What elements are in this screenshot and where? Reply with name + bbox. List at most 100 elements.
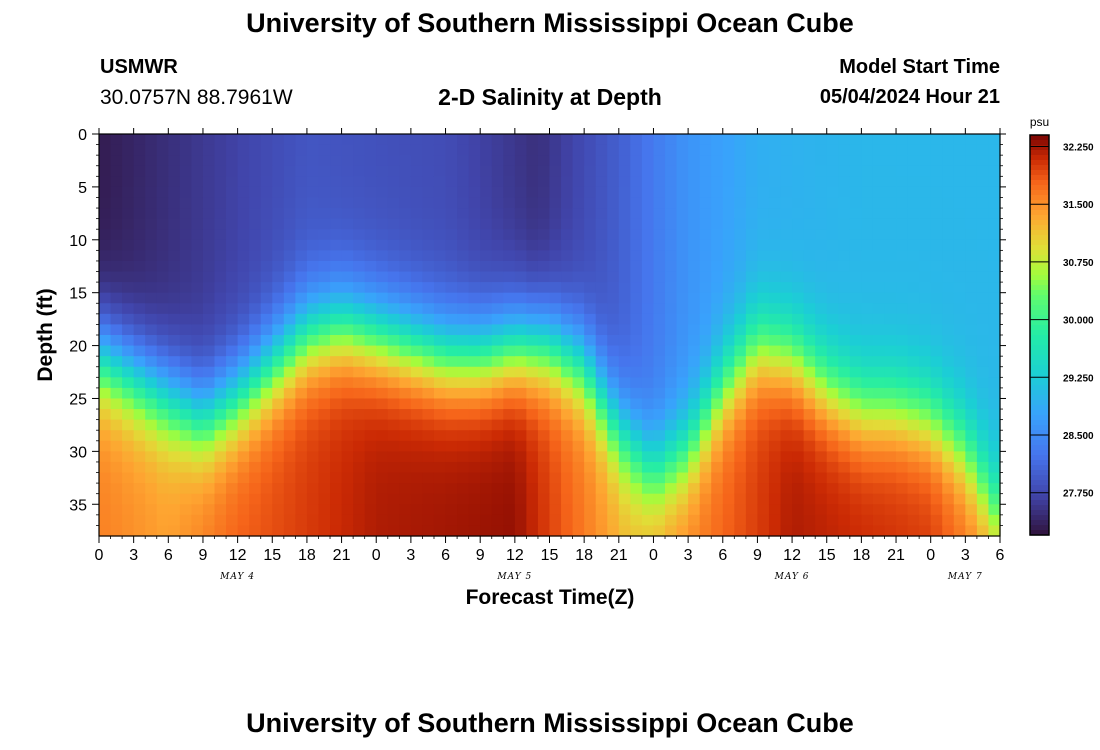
- colorbar-segment: [1030, 200, 1049, 206]
- heatmap-cell: [353, 483, 366, 495]
- heatmap-cell: [803, 493, 816, 505]
- heatmap-cell: [468, 430, 481, 442]
- heatmap-cell: [630, 303, 643, 315]
- heatmap-cell: [110, 165, 123, 177]
- heatmap-cell: [445, 440, 458, 452]
- heatmap-cell: [537, 525, 551, 537]
- heatmap-cell: [688, 229, 701, 241]
- heatmap-cell: [480, 430, 493, 442]
- heatmap-cell: [572, 155, 585, 167]
- heatmap-cell: [641, 250, 655, 262]
- heatmap-cell: [861, 218, 874, 230]
- heatmap-cell: [480, 208, 493, 220]
- heatmap-cell: [110, 324, 123, 336]
- heatmap-cell: [584, 356, 597, 368]
- heatmap-cell: [202, 324, 216, 336]
- heatmap-cell: [872, 176, 886, 188]
- heatmap-cell: [99, 377, 112, 389]
- heatmap-cell: [445, 144, 458, 156]
- heatmap-cell: [699, 197, 712, 209]
- heatmap-cell: [537, 176, 551, 188]
- heatmap-cell: [907, 461, 920, 474]
- heatmap-cell: [156, 451, 169, 463]
- heatmap-cell: [468, 313, 481, 326]
- heatmap-cell: [214, 292, 227, 304]
- heatmap-cell: [514, 430, 527, 442]
- heatmap-cell: [607, 377, 620, 389]
- heatmap-cell: [341, 356, 354, 368]
- heatmap-cell: [884, 197, 897, 209]
- heatmap-cell: [260, 472, 273, 484]
- heatmap-cell: [364, 134, 377, 146]
- heatmap-cell: [849, 377, 862, 389]
- heatmap-cell: [341, 229, 354, 241]
- heatmap-cell: [803, 271, 816, 283]
- heatmap-cell: [561, 197, 574, 209]
- heatmap-cell: [330, 493, 343, 505]
- heatmap-cell: [907, 525, 920, 537]
- heatmap-cell: [376, 356, 389, 368]
- model-start-label: Model Start Time: [839, 56, 1000, 78]
- heatmap-cell: [491, 483, 504, 495]
- heatmap-cell: [838, 229, 851, 241]
- heatmap-cell: [792, 208, 805, 220]
- heatmap-cell: [849, 229, 862, 241]
- heatmap-cell: [792, 377, 805, 389]
- heatmap-cell: [410, 239, 424, 251]
- heatmap-cell: [630, 292, 643, 304]
- heatmap-cell: [179, 218, 193, 230]
- heatmap-cell: [457, 303, 470, 315]
- heatmap-cell: [353, 144, 366, 156]
- heatmap-cell: [734, 504, 747, 516]
- heatmap-cell: [849, 356, 862, 368]
- heatmap-cell: [249, 282, 262, 294]
- heatmap-cell: [353, 271, 366, 283]
- heatmap-cell: [884, 208, 897, 220]
- heatmap-cell: [445, 250, 458, 262]
- heatmap-cell: [318, 409, 331, 421]
- heatmap-cell: [711, 504, 724, 516]
- heatmap-cell: [433, 271, 447, 283]
- heatmap-cell: [584, 387, 597, 400]
- heatmap-cell: [191, 419, 204, 431]
- heatmap-cell: [249, 525, 262, 537]
- heatmap-cell: [618, 134, 631, 146]
- heatmap-cell: [237, 260, 250, 273]
- heatmap-cell: [503, 461, 516, 474]
- heatmap-cell: [930, 451, 943, 463]
- heatmap-cell: [907, 155, 920, 167]
- heatmap-cell: [907, 165, 920, 177]
- heatmap-cell: [792, 229, 805, 241]
- heatmap-cell: [503, 134, 516, 146]
- heatmap-cell: [145, 186, 158, 199]
- heatmap-cell: [283, 366, 296, 378]
- heatmap-cell: [584, 514, 597, 527]
- heatmap-cell: [699, 250, 712, 262]
- heatmap-cell: [965, 229, 978, 241]
- heatmap-cell: [249, 493, 262, 505]
- heatmap-cell: [976, 250, 990, 262]
- heatmap-cell: [353, 313, 366, 326]
- heatmap-cell: [249, 419, 262, 431]
- heatmap-cell: [815, 313, 828, 326]
- heatmap-cell: [815, 451, 828, 463]
- heatmap-cell: [919, 292, 932, 304]
- heatmap-cell: [283, 493, 296, 505]
- heatmap-cell: [607, 239, 620, 251]
- heatmap-cell: [711, 525, 724, 537]
- heatmap-cell: [618, 366, 631, 378]
- heatmap-cell: [699, 472, 712, 484]
- heatmap-cell: [849, 398, 862, 410]
- heatmap-cell: [422, 186, 435, 199]
- heatmap-cell: [630, 260, 643, 273]
- heatmap-cell: [653, 134, 666, 146]
- heatmap-cell: [399, 419, 412, 431]
- heatmap-cell: [884, 377, 897, 389]
- heatmap-cell: [665, 292, 678, 304]
- colorbar-segment: [1030, 270, 1049, 276]
- heatmap-cell: [965, 218, 978, 230]
- heatmap-cell: [249, 186, 262, 199]
- heatmap-cell: [665, 313, 678, 326]
- heatmap-cell: [792, 144, 805, 156]
- heatmap-cell: [122, 303, 135, 315]
